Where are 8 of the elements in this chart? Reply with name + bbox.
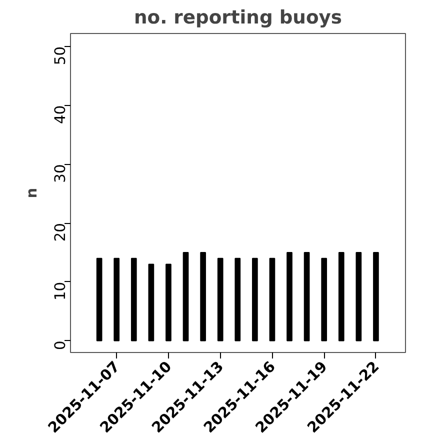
- y-tick-label: 30: [52, 164, 69, 183]
- y-tick-label: 20: [52, 223, 69, 242]
- y-tick-label: 50: [52, 46, 69, 66]
- y-tick-label: 40: [52, 105, 69, 124]
- y-tick-label: 10: [52, 282, 69, 301]
- chart-title: no. reporting buoys: [134, 8, 342, 28]
- y-axis-title: n: [24, 188, 40, 198]
- y-tick-label: 0: [52, 340, 69, 350]
